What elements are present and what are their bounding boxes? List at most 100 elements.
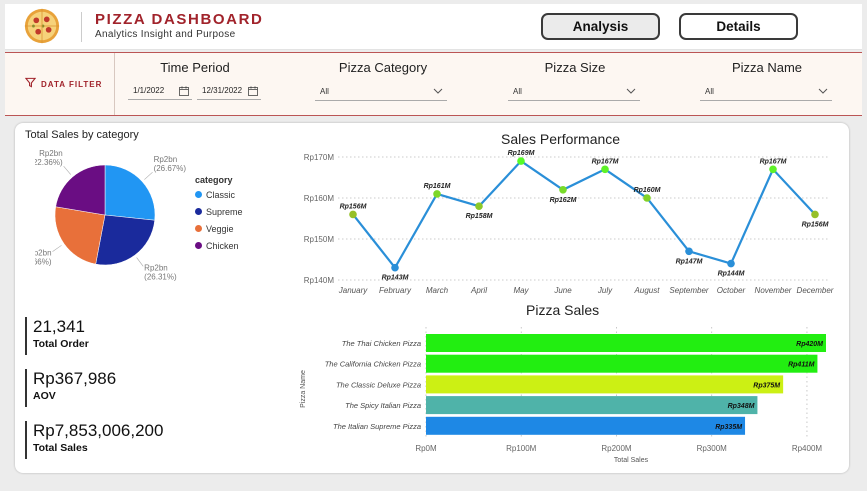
line-chart: Rp140M Rp150M Rp160M Rp170M Rp156M January Rp1…	[304, 150, 834, 295]
line-point[interactable]	[601, 165, 609, 174]
pie-slice-chicken[interactable]	[55, 164, 106, 216]
y-tick-label: The Italian Supreme Pizza	[333, 422, 421, 431]
x-tick-label: May	[513, 286, 529, 295]
end-date-value: 12/31/2022	[202, 86, 243, 95]
bar-data-label: Rp348M	[728, 403, 755, 410]
line-data-label: Rp167M	[760, 158, 787, 165]
legend-item-classic[interactable]: Classic	[195, 190, 235, 200]
x-axis-title: Total Sales	[614, 457, 649, 464]
line-point[interactable]	[559, 186, 567, 194]
pie-percent-label: (26.67%)	[154, 164, 187, 173]
line-point[interactable]	[349, 210, 357, 219]
pizza-size-title: Pizza Size	[544, 60, 606, 75]
legend-label: Classic	[206, 190, 236, 200]
pie-percent-label: (24.66%)	[35, 258, 52, 267]
legend-item-veggie[interactable]: Veggie	[195, 224, 234, 234]
legend-dot	[195, 191, 202, 198]
y-tick-label: Rp160M	[304, 194, 335, 203]
pizza-name-title: Pizza Name	[731, 60, 803, 75]
start-date-value: 1/1/2022	[133, 86, 165, 95]
x-tick-label: December	[797, 286, 834, 295]
legend-title: category	[195, 175, 233, 185]
legend-dot	[195, 225, 202, 232]
line-data-label: Rp161M	[424, 183, 451, 190]
x-tick-label: Rp300M	[697, 444, 728, 453]
x-tick-label: July	[597, 286, 613, 295]
line-point[interactable]	[391, 263, 399, 272]
bar-data-label: Rp335M	[715, 424, 742, 431]
pizza-category-title: Pizza Category	[338, 60, 428, 75]
pie-percent-label: (26.31%)	[144, 272, 177, 281]
line-data-label: Rp147M	[676, 258, 703, 265]
y-tick-label: Rp140M	[304, 276, 335, 285]
line-point[interactable]	[475, 202, 483, 210]
calendar-icon[interactable]	[179, 86, 189, 96]
pie-slice-supreme[interactable]	[95, 214, 156, 266]
legend-dot	[195, 208, 202, 215]
pie-chart-title: Total Sales by category	[25, 129, 139, 141]
line-data-label: Rp156M	[802, 221, 829, 228]
bar-chart: Rp0M Rp100M Rp200M Rp300M Rp400M The Thai Chi…	[300, 327, 826, 464]
pie-leader-line	[52, 245, 62, 252]
x-tick-label: March	[426, 286, 449, 295]
pizza-bar[interactable]	[426, 334, 826, 352]
x-tick-label: October	[717, 286, 746, 295]
line-data-label: Rp162M	[550, 197, 577, 204]
pizza-size-dropdown[interactable]: All	[508, 84, 640, 101]
legend-item-chicken[interactable]: Chicken	[195, 241, 239, 251]
data-filter-section: DATA FILTER	[5, 53, 115, 115]
pie-slice-classic[interactable]	[104, 164, 156, 221]
analysis-button[interactable]: Analysis	[541, 13, 660, 40]
line-point[interactable]	[685, 247, 693, 256]
pizza-category-value: All	[320, 87, 329, 96]
pie-percent-label: (22.36%)	[35, 158, 63, 167]
calendar-icon[interactable]	[248, 86, 258, 96]
line-point[interactable]	[811, 210, 819, 219]
pizza-bar[interactable]	[426, 396, 758, 415]
header: PIZZA DASHBOARD Analytics Insight and Pu…	[5, 4, 862, 50]
pizza-bar[interactable]	[426, 375, 784, 394]
line-data-label: Rp143M	[382, 275, 409, 282]
sales-line	[352, 159, 816, 270]
line-data-label: Rp160M	[634, 187, 661, 194]
legend-item-supreme[interactable]: Supreme	[195, 207, 243, 217]
pie-data-label: Rp2bn	[39, 149, 63, 158]
header-divider	[81, 12, 82, 42]
details-button[interactable]: Details	[679, 13, 798, 40]
pie-leader-line	[136, 257, 144, 267]
end-date-input[interactable]: 12/31/2022	[197, 83, 261, 100]
chevron-down-icon	[626, 88, 636, 94]
pizza-bar[interactable]	[426, 416, 746, 435]
line-point[interactable]	[727, 259, 735, 268]
line-point[interactable]	[643, 194, 651, 202]
x-tick-label: November	[755, 286, 792, 295]
kpi-aov: Rp367,986 AOV	[25, 369, 116, 407]
y-axis-title: Pizza Name	[300, 370, 307, 408]
y-tick-label: The California Chicken Pizza	[325, 360, 421, 369]
line-point[interactable]	[769, 165, 777, 174]
kpi-value: 21,341	[33, 317, 85, 336]
bar-chart-title: Pizza Sales	[526, 302, 600, 318]
line-point[interactable]	[433, 190, 441, 198]
pizza-name-dropdown[interactable]: All	[700, 84, 832, 101]
x-tick-label: January	[338, 286, 368, 295]
line-chart-title: Sales Performance	[501, 131, 621, 147]
filter-icon	[25, 77, 36, 88]
start-date-input[interactable]: 1/1/2022	[128, 83, 192, 100]
x-tick-label: Rp200M	[601, 444, 632, 453]
pizza-size-value: All	[513, 87, 522, 96]
kpi-total-order: 21,341 Total Order	[25, 317, 89, 355]
line-data-label: Rp144M	[718, 271, 745, 278]
pie-data-label: Rp2bn	[154, 155, 178, 164]
pie-leader-line	[63, 165, 71, 175]
y-tick-label: The Spicy Italian Pizza	[345, 401, 421, 410]
kpi-label: AOV	[33, 390, 56, 402]
main-panel: Total Sales by category Rp2bn (26.67%) Rp2…	[15, 123, 849, 473]
pizza-bar[interactable]	[426, 354, 818, 373]
legend-label: Veggie	[206, 224, 234, 234]
line-point[interactable]	[517, 157, 525, 165]
x-tick-label: Rp400M	[792, 444, 823, 453]
pizza-category-dropdown[interactable]: All	[315, 84, 447, 101]
page-title: PIZZA DASHBOARD	[95, 11, 264, 28]
pie-slice-veggie[interactable]	[54, 206, 106, 265]
